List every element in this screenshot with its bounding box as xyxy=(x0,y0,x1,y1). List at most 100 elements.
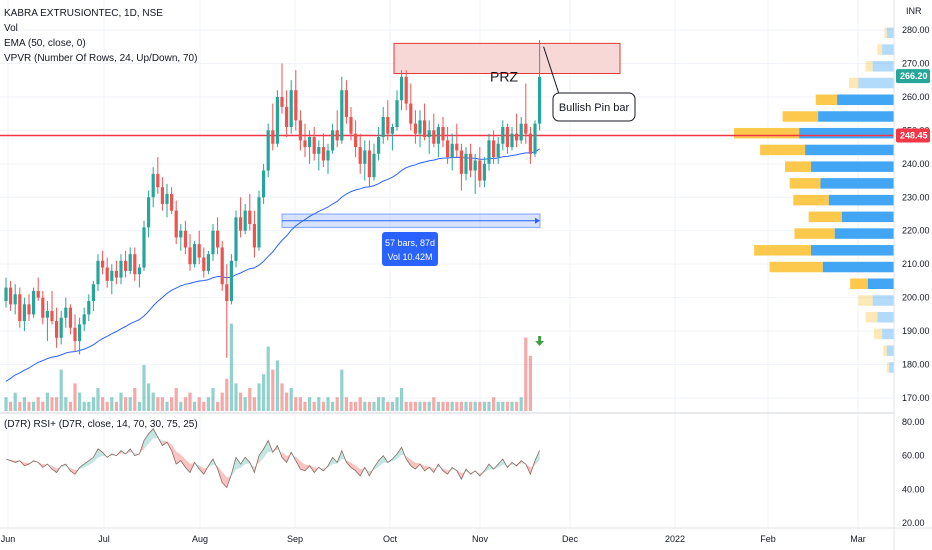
legend-vol[interactable]: Vol xyxy=(4,23,18,34)
volume-bar xyxy=(96,388,100,411)
rsi-tick-label: 40.00 xyxy=(902,484,925,494)
candle-body xyxy=(427,130,431,138)
candle-body xyxy=(464,153,468,174)
candle-body xyxy=(64,307,68,318)
candle xyxy=(344,80,348,124)
volume-bar xyxy=(524,337,528,411)
candle xyxy=(386,100,390,141)
volume-bar xyxy=(211,388,215,411)
volume-bar xyxy=(413,401,417,411)
vpvr-up-bar xyxy=(837,94,894,106)
time-axis[interactable]: Jun Jul Aug Sep Oct Nov Dec 2022 Feb Mar xyxy=(1,534,866,544)
vpvr-down-bar xyxy=(865,311,878,323)
candle-body xyxy=(436,127,440,144)
rsi-fill xyxy=(282,452,287,463)
candle xyxy=(78,317,82,355)
volume-bar xyxy=(515,401,519,411)
price-tick-label: 280.00 xyxy=(902,25,930,35)
candle-body xyxy=(220,247,224,285)
candle-body xyxy=(36,290,40,298)
candle-body xyxy=(285,106,289,128)
candle xyxy=(377,127,381,161)
legend-ema[interactable]: EMA (50, close, 0) xyxy=(4,38,86,49)
time-tick-label: Jul xyxy=(98,534,110,544)
rsi-fill xyxy=(443,468,448,475)
volume-bar xyxy=(349,401,353,411)
legend-vpvr[interactable]: VPVR (Number Of Rows, 24, Up/Down, 70) xyxy=(4,53,198,64)
candle-body xyxy=(78,324,82,342)
symbol-title[interactable]: KABRA EXTRUSIONTEC, 1D, NSE xyxy=(4,8,163,19)
volume-bar xyxy=(280,383,284,411)
candle-body xyxy=(133,254,137,275)
candle-body xyxy=(174,210,178,238)
candle-body xyxy=(252,224,256,248)
volume-bar xyxy=(91,397,95,411)
rsi-fill xyxy=(84,460,89,468)
candlesticks xyxy=(4,40,542,358)
candle xyxy=(358,133,362,174)
volume-bar xyxy=(528,355,532,411)
vpvr-up-bar xyxy=(834,228,894,239)
volume-bar xyxy=(68,401,72,411)
candle-body xyxy=(266,130,270,171)
rsi-axis[interactable]: 20.00 40.00 60.00 80.00 xyxy=(902,417,925,528)
candle-body xyxy=(413,123,417,134)
price-tick-label: 240.00 xyxy=(902,159,930,169)
candle-body xyxy=(45,311,49,318)
vpvr-down-bar xyxy=(794,228,835,239)
legend-rsi[interactable]: (D7R) RSI+ (D7R, close, 14, 70, 30, 75, … xyxy=(4,419,198,430)
volume-bar xyxy=(321,401,325,411)
candle-body xyxy=(248,210,252,225)
volume-bar xyxy=(262,374,266,411)
vpvr-down-bar xyxy=(858,295,873,306)
volume-bar xyxy=(229,323,233,411)
candle-body xyxy=(349,116,353,134)
volume-bar xyxy=(312,401,316,411)
rsi-fill xyxy=(295,456,301,470)
volume-bar xyxy=(464,401,468,411)
candle-body xyxy=(229,260,233,301)
candle-body xyxy=(418,120,422,134)
candle xyxy=(96,254,100,291)
candle xyxy=(206,250,210,275)
vpvr-down-bar xyxy=(883,345,887,356)
volume-bar xyxy=(275,360,279,411)
volume-bar xyxy=(331,401,335,411)
candle-body xyxy=(142,227,146,268)
volume-bar xyxy=(114,401,118,411)
volume-bar xyxy=(386,401,390,411)
candle xyxy=(32,287,36,318)
volume-profile xyxy=(734,27,894,373)
candle-body xyxy=(294,90,298,121)
candle xyxy=(262,163,266,204)
candle xyxy=(450,133,454,171)
candle xyxy=(4,277,8,308)
candle xyxy=(340,76,344,144)
candle xyxy=(298,110,302,151)
candle-body xyxy=(400,76,404,101)
callout-text: Bullish Pin bar xyxy=(559,102,630,114)
candle-body xyxy=(308,137,312,148)
candle xyxy=(400,70,404,111)
vpvr-up-bar xyxy=(886,345,894,356)
volume-bar xyxy=(326,397,330,411)
volume-bar xyxy=(234,383,238,411)
candle-body xyxy=(9,287,13,305)
vpvr-up-bar xyxy=(886,27,894,39)
volume-bar xyxy=(105,401,109,411)
volume-bar xyxy=(257,383,261,411)
candle-body xyxy=(317,147,321,154)
volume-bar xyxy=(298,397,302,411)
candle xyxy=(308,130,312,164)
candle xyxy=(303,123,307,158)
volume-bar xyxy=(377,397,381,411)
volume-bar xyxy=(147,383,151,411)
candle xyxy=(464,147,468,181)
rsi-fill xyxy=(263,440,269,458)
candle xyxy=(110,264,114,295)
rsi-fill xyxy=(259,448,264,463)
candle xyxy=(248,193,252,231)
vpvr-down-bar xyxy=(848,77,859,89)
candle-body xyxy=(538,76,542,124)
